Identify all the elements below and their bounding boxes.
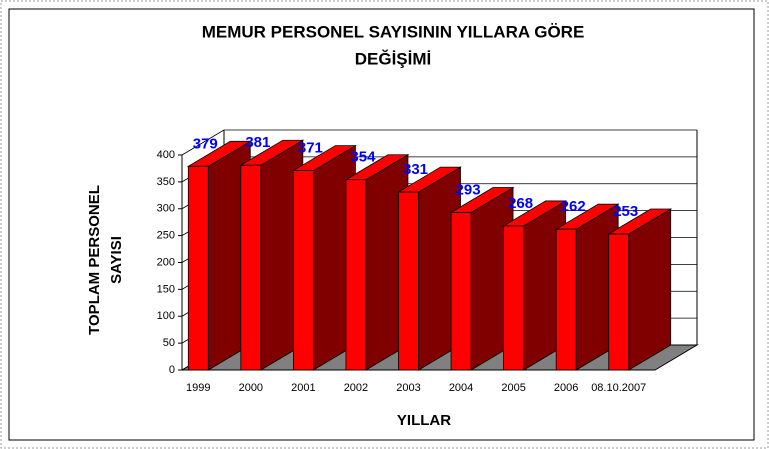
- bar: [292, 170, 314, 371]
- value-label: 253: [613, 203, 638, 220]
- value-label: 371: [298, 140, 323, 157]
- y-tick-label: 300: [157, 203, 175, 215]
- x-tick-label: 1999: [186, 382, 210, 394]
- y-tick-label: 400: [157, 149, 175, 161]
- value-label: 354: [350, 149, 376, 166]
- x-tick-label: 2006: [554, 382, 578, 394]
- value-label: 379: [193, 135, 218, 152]
- y-tick-label: 50: [163, 337, 175, 349]
- y-tick-label: 350: [157, 176, 175, 188]
- chart-title: MEMUR PERSONEL SAYISININ YILLARA GÖRE: [202, 22, 585, 41]
- bar: [398, 191, 419, 371]
- y-tick-label: 150: [157, 283, 175, 295]
- value-label: 331: [403, 161, 428, 178]
- value-label: 381: [245, 134, 270, 151]
- grid-line: [181, 129, 225, 156]
- y-axis-label: TOPLAM PERSONEL: [86, 185, 103, 335]
- x-tick-label: 2002: [344, 382, 368, 394]
- bar: [450, 212, 472, 371]
- x-tick-label: 08.10.2007: [591, 382, 646, 394]
- bar: [503, 225, 525, 371]
- x-tick-label: 2004: [449, 382, 473, 394]
- bar: [555, 228, 577, 371]
- x-tick-label: 2005: [501, 382, 525, 394]
- value-label: 262: [561, 198, 586, 215]
- chart-title: DEĞİŞİMİ: [355, 49, 432, 68]
- x-tick-label: 2003: [396, 382, 420, 394]
- value-label: 268: [508, 195, 533, 212]
- y-tick-label: 0: [169, 364, 175, 376]
- y-tick-label: 200: [157, 256, 175, 268]
- bar: [608, 233, 630, 371]
- y-tick-label: 250: [157, 230, 175, 242]
- value-label: 293: [456, 181, 481, 198]
- bar: [240, 164, 262, 371]
- bar: [345, 179, 367, 371]
- x-axis-label: YILLAR: [397, 412, 451, 429]
- y-axis-label: SAYISI: [108, 236, 125, 284]
- y-tick-label: 100: [157, 310, 175, 322]
- bar: [187, 165, 209, 371]
- x-tick-label: 2000: [239, 382, 263, 394]
- bar-side: [628, 208, 672, 371]
- x-tick-label: 2001: [291, 382, 315, 394]
